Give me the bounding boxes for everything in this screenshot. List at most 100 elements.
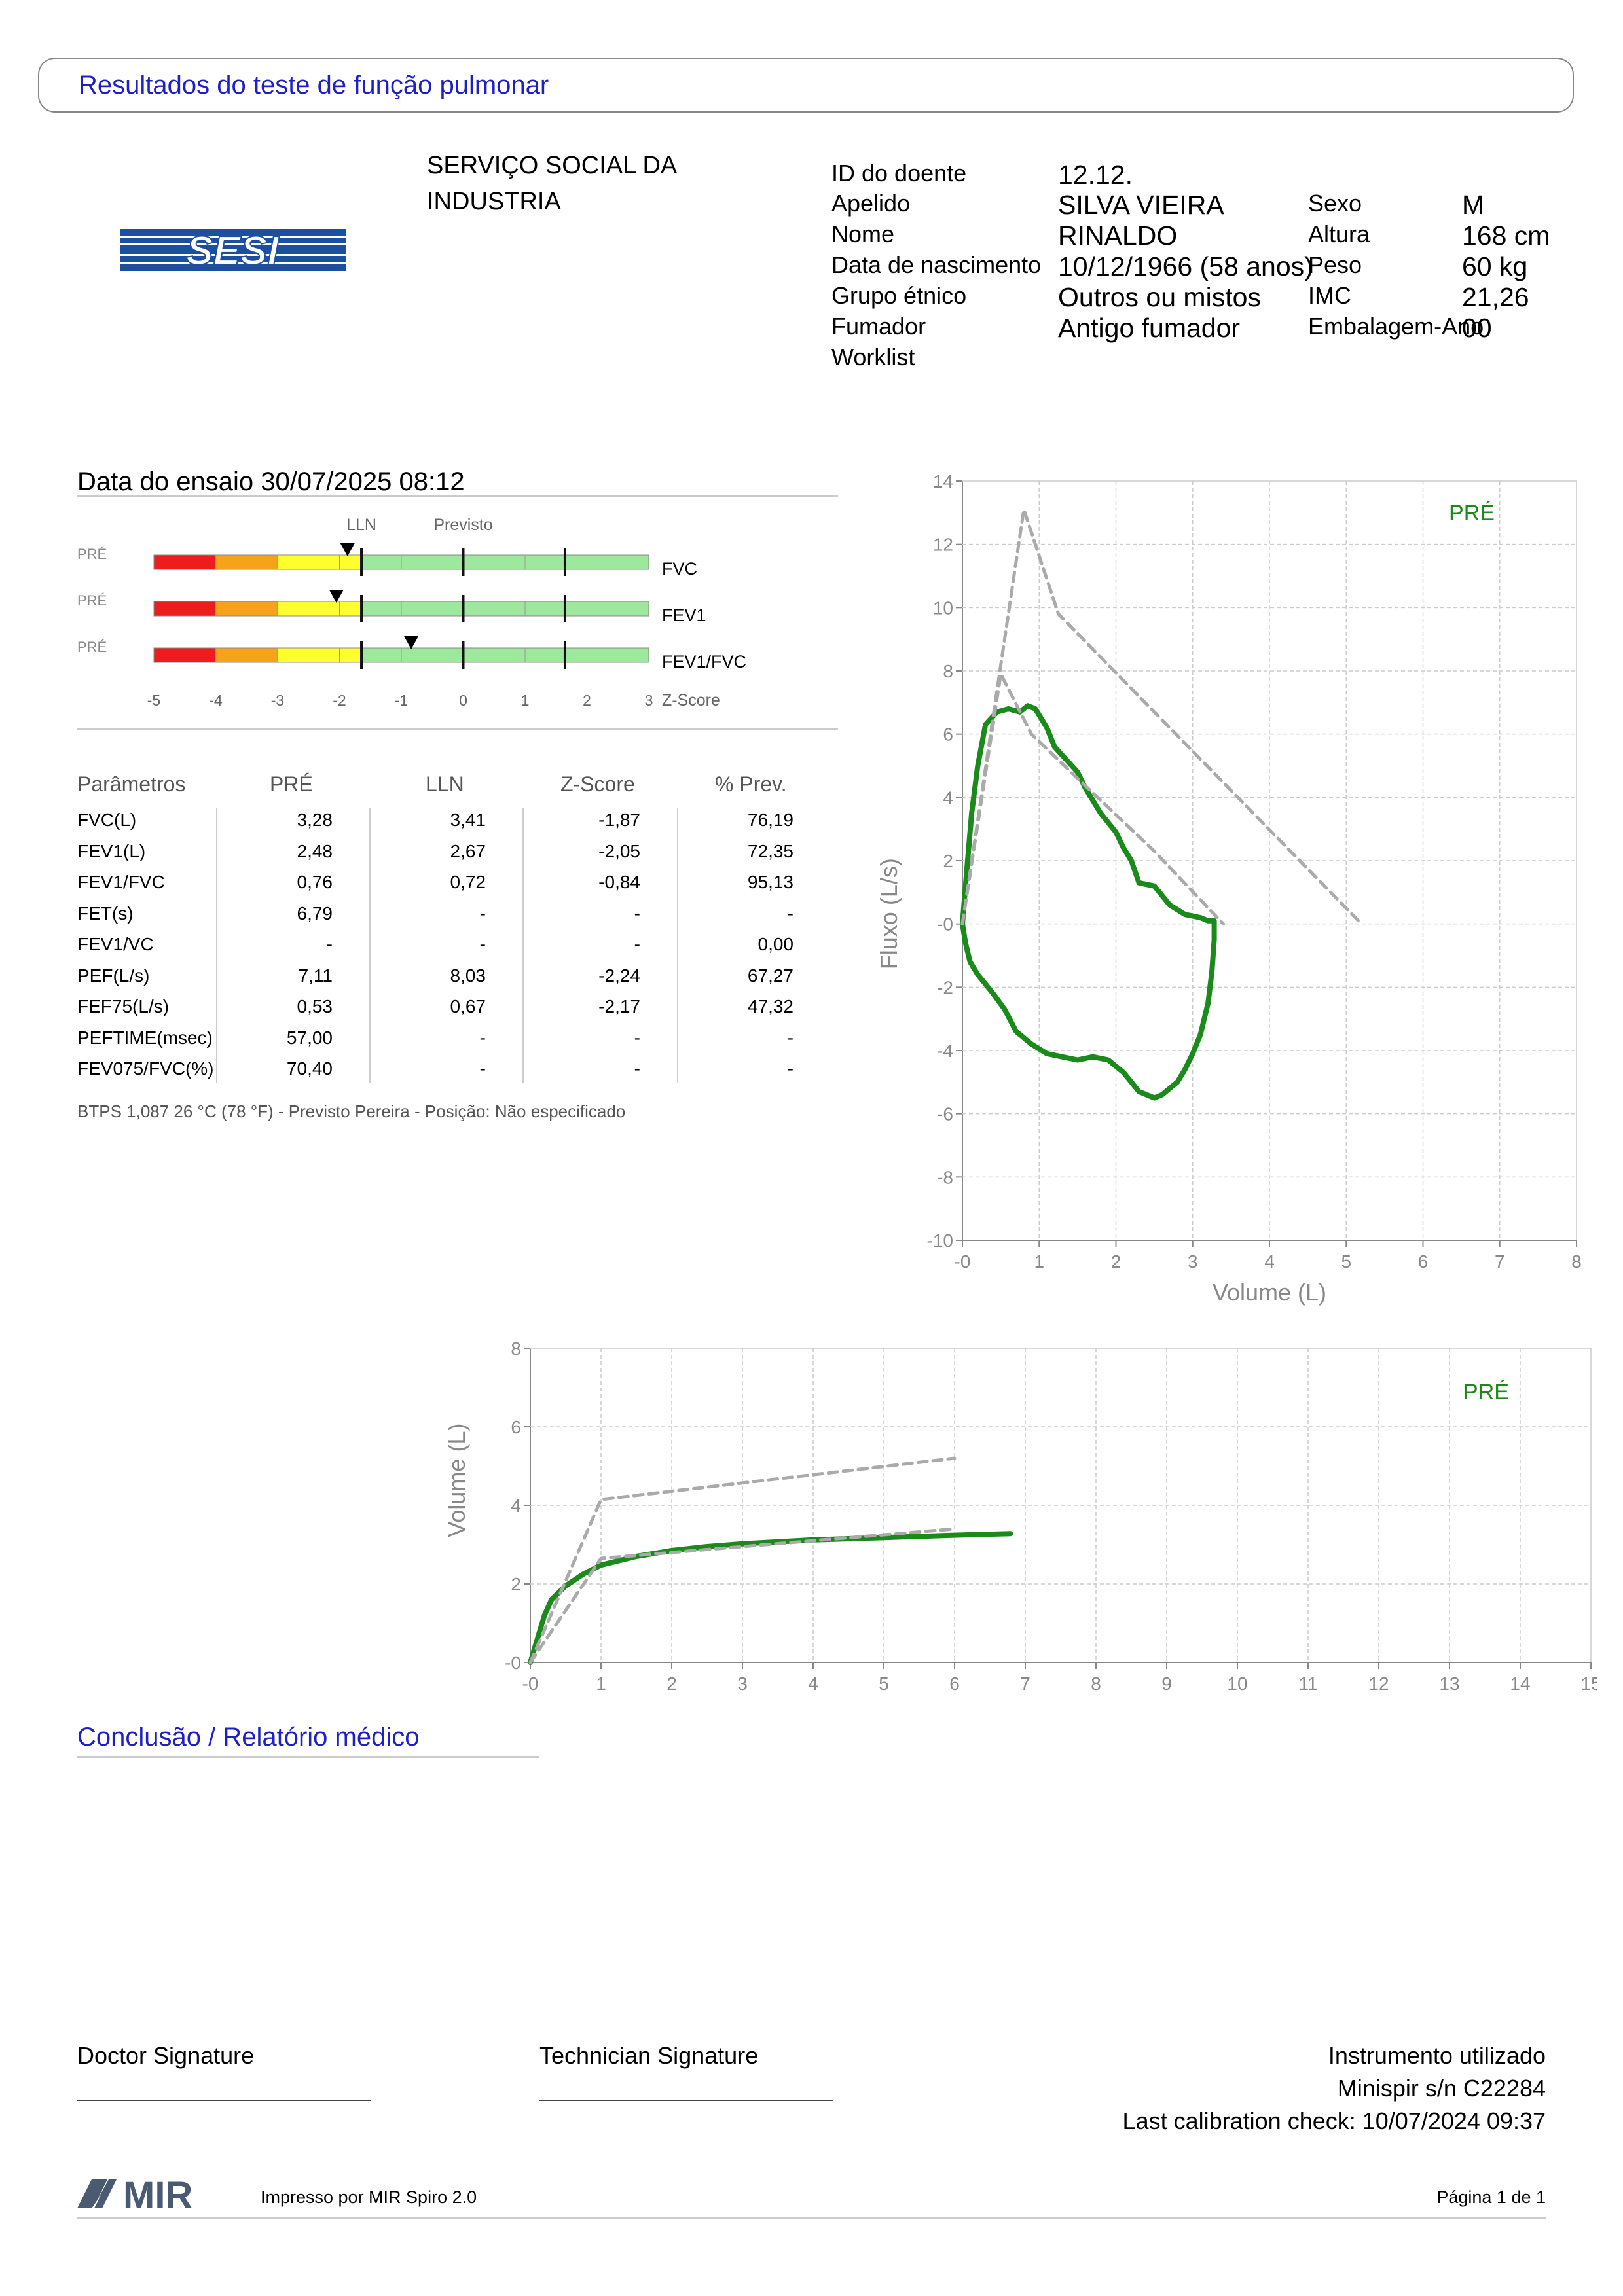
x-tick-label: -0 — [522, 1674, 539, 1694]
zscore-segment — [153, 647, 216, 663]
doctor-signature-label: Doctor Signature — [77, 2042, 255, 2069]
smoker-value: Antigo fumador — [1058, 313, 1241, 343]
zscore-tick-label: -5 — [147, 692, 160, 709]
sesi-logo: SESI — [120, 228, 346, 274]
y-tick-label: -0 — [937, 914, 953, 935]
param-name: FEV075/FVC(%) — [77, 1058, 214, 1079]
x-tick-label: 5 — [879, 1674, 889, 1694]
y-tick-label: -10 — [927, 1230, 953, 1251]
x-tick-label: 5 — [1341, 1251, 1351, 1272]
th-parameters: Parâmetros — [77, 772, 186, 796]
y-tick-label: -0 — [505, 1653, 521, 1673]
zscore-segment — [215, 554, 278, 570]
x-tick-label: 4 — [1264, 1251, 1275, 1272]
zscore-segment — [361, 601, 649, 617]
y-tick-label: 6 — [511, 1417, 521, 1437]
conclusion-rule — [77, 1756, 539, 1758]
chart-legend: PRÉ — [1463, 1380, 1509, 1405]
pack-years-label: Embalagem-Ano — [1308, 313, 1484, 340]
param-value: 95,13 — [747, 872, 793, 892]
zscore-segment — [361, 554, 649, 570]
y-tick-label: 10 — [933, 598, 953, 618]
y-tick-label: -4 — [937, 1041, 953, 1061]
zscore-row-name: FVC — [662, 559, 697, 579]
ethnic-group-label: Grupo étnico — [831, 282, 967, 309]
param-value: - — [479, 1058, 486, 1079]
bmi-value: 21,26 — [1462, 282, 1529, 312]
param-name: FEV1/FVC — [77, 872, 165, 892]
param-value: 67,27 — [747, 965, 793, 986]
x-tick-label: 1 — [596, 1674, 606, 1694]
zscore-tick-label: 0 — [459, 692, 467, 709]
zscore-row-fev1: PRÉ FEV1 — [77, 590, 706, 625]
birthdate-label: Data de nascimento — [831, 251, 1042, 278]
param-name: FEV1(L) — [77, 840, 146, 861]
name-value: RINALDO — [1058, 221, 1178, 251]
param-value: 47,32 — [747, 996, 793, 1016]
y-tick-label: 2 — [943, 851, 953, 871]
institution-line-1: SERVIÇO SOCIAL DA — [427, 152, 678, 179]
x-tick-label: 14 — [1510, 1674, 1530, 1694]
param-value: 3,28 — [297, 810, 333, 830]
page-number: Página 1 de 1 — [1436, 2187, 1546, 2207]
sex-label: Sexo — [1308, 190, 1362, 217]
sesi-logo-graphic: SESI — [120, 228, 346, 274]
y-axis-label: Fluxo (L/s) — [875, 858, 902, 969]
param-value: -2,24 — [598, 965, 640, 986]
x-tick-label: 9 — [1161, 1674, 1172, 1694]
x-tick-label: 13 — [1439, 1674, 1459, 1694]
y-tick-label: 8 — [511, 1338, 521, 1359]
measured-curve — [528, 1531, 1013, 1665]
param-value: 8,03 — [450, 965, 486, 986]
y-tick-label: 4 — [943, 787, 953, 808]
x-tick-label: 12 — [1368, 1674, 1389, 1694]
patient-id-label: ID do doente — [831, 160, 967, 187]
mir-logo: MIR — [77, 2174, 247, 2217]
param-value: - — [634, 934, 640, 954]
predicted-curve — [528, 1527, 957, 1664]
param-value: - — [479, 1027, 486, 1048]
y-tick-label: -8 — [937, 1167, 953, 1187]
param-value: -1,87 — [598, 810, 640, 830]
calibration-check: Last calibration check: 10/07/2024 09:37 — [1122, 2108, 1546, 2134]
zscore-tick-label: -1 — [395, 692, 408, 709]
ethnic-group-value: Outros ou mistos — [1058, 282, 1261, 312]
measured-curve — [960, 703, 1217, 1101]
param-value: -2,05 — [598, 840, 640, 861]
height-value: 168 cm — [1462, 221, 1550, 251]
th-lln: LLN — [426, 772, 464, 796]
th-pre: PRÉ — [270, 772, 313, 796]
zscore-row-fvc: PRÉ FVC — [77, 543, 697, 579]
zscore-rows: PRÉ FVC PRÉ FEV1 PRÉ FEV1/FVC — [77, 543, 746, 672]
x-tick-label: 4 — [808, 1674, 818, 1694]
y-tick-label: 14 — [933, 471, 953, 492]
chart-grid — [530, 1348, 1592, 1663]
param-value: - — [326, 934, 333, 954]
y-tick-label: -2 — [937, 977, 953, 997]
zscore-segment — [153, 554, 216, 570]
param-value: -2,17 — [598, 996, 640, 1016]
patient-id-value: 12.12. — [1058, 160, 1133, 190]
zscore-tick-label: -3 — [271, 692, 284, 709]
institution-line-2: INDUSTRIA — [427, 188, 561, 215]
height-label: Altura — [1308, 221, 1370, 247]
x-tick-label: 15 — [1580, 1674, 1597, 1694]
param-value: - — [787, 1058, 793, 1079]
x-tick-label: -0 — [955, 1251, 971, 1272]
technician-signature-label: Technician Signature — [539, 2042, 759, 2069]
param-value: 3,41 — [450, 810, 486, 830]
zscore-row-fev1-fvc: PRÉ FEV1/FVC — [77, 636, 746, 672]
param-value: 70,40 — [286, 1058, 333, 1079]
doctor-signature-line — [77, 2100, 371, 2101]
instrument-serial: Minispir s/n C22284 — [1337, 2075, 1546, 2102]
btps-note: BTPS 1,087 26 °C (78 °F) - Previsto Pere… — [77, 1102, 626, 1121]
param-name: PEF(L/s) — [77, 965, 150, 986]
y-tick-label: 12 — [933, 535, 953, 555]
predicted-label: Previsto — [433, 516, 492, 534]
y-tick-label: 6 — [943, 725, 953, 745]
birthdate-value: 10/12/1966 (58 anos) — [1058, 251, 1313, 281]
header-bar: Resultados do teste de função pulmonar — [38, 58, 1574, 113]
y-axis-label: Volume (L) — [443, 1424, 470, 1537]
printed-by: Impresso por MIR Spiro 2.0 — [261, 2187, 477, 2207]
zscore-row-name: FEV1 — [662, 605, 706, 625]
